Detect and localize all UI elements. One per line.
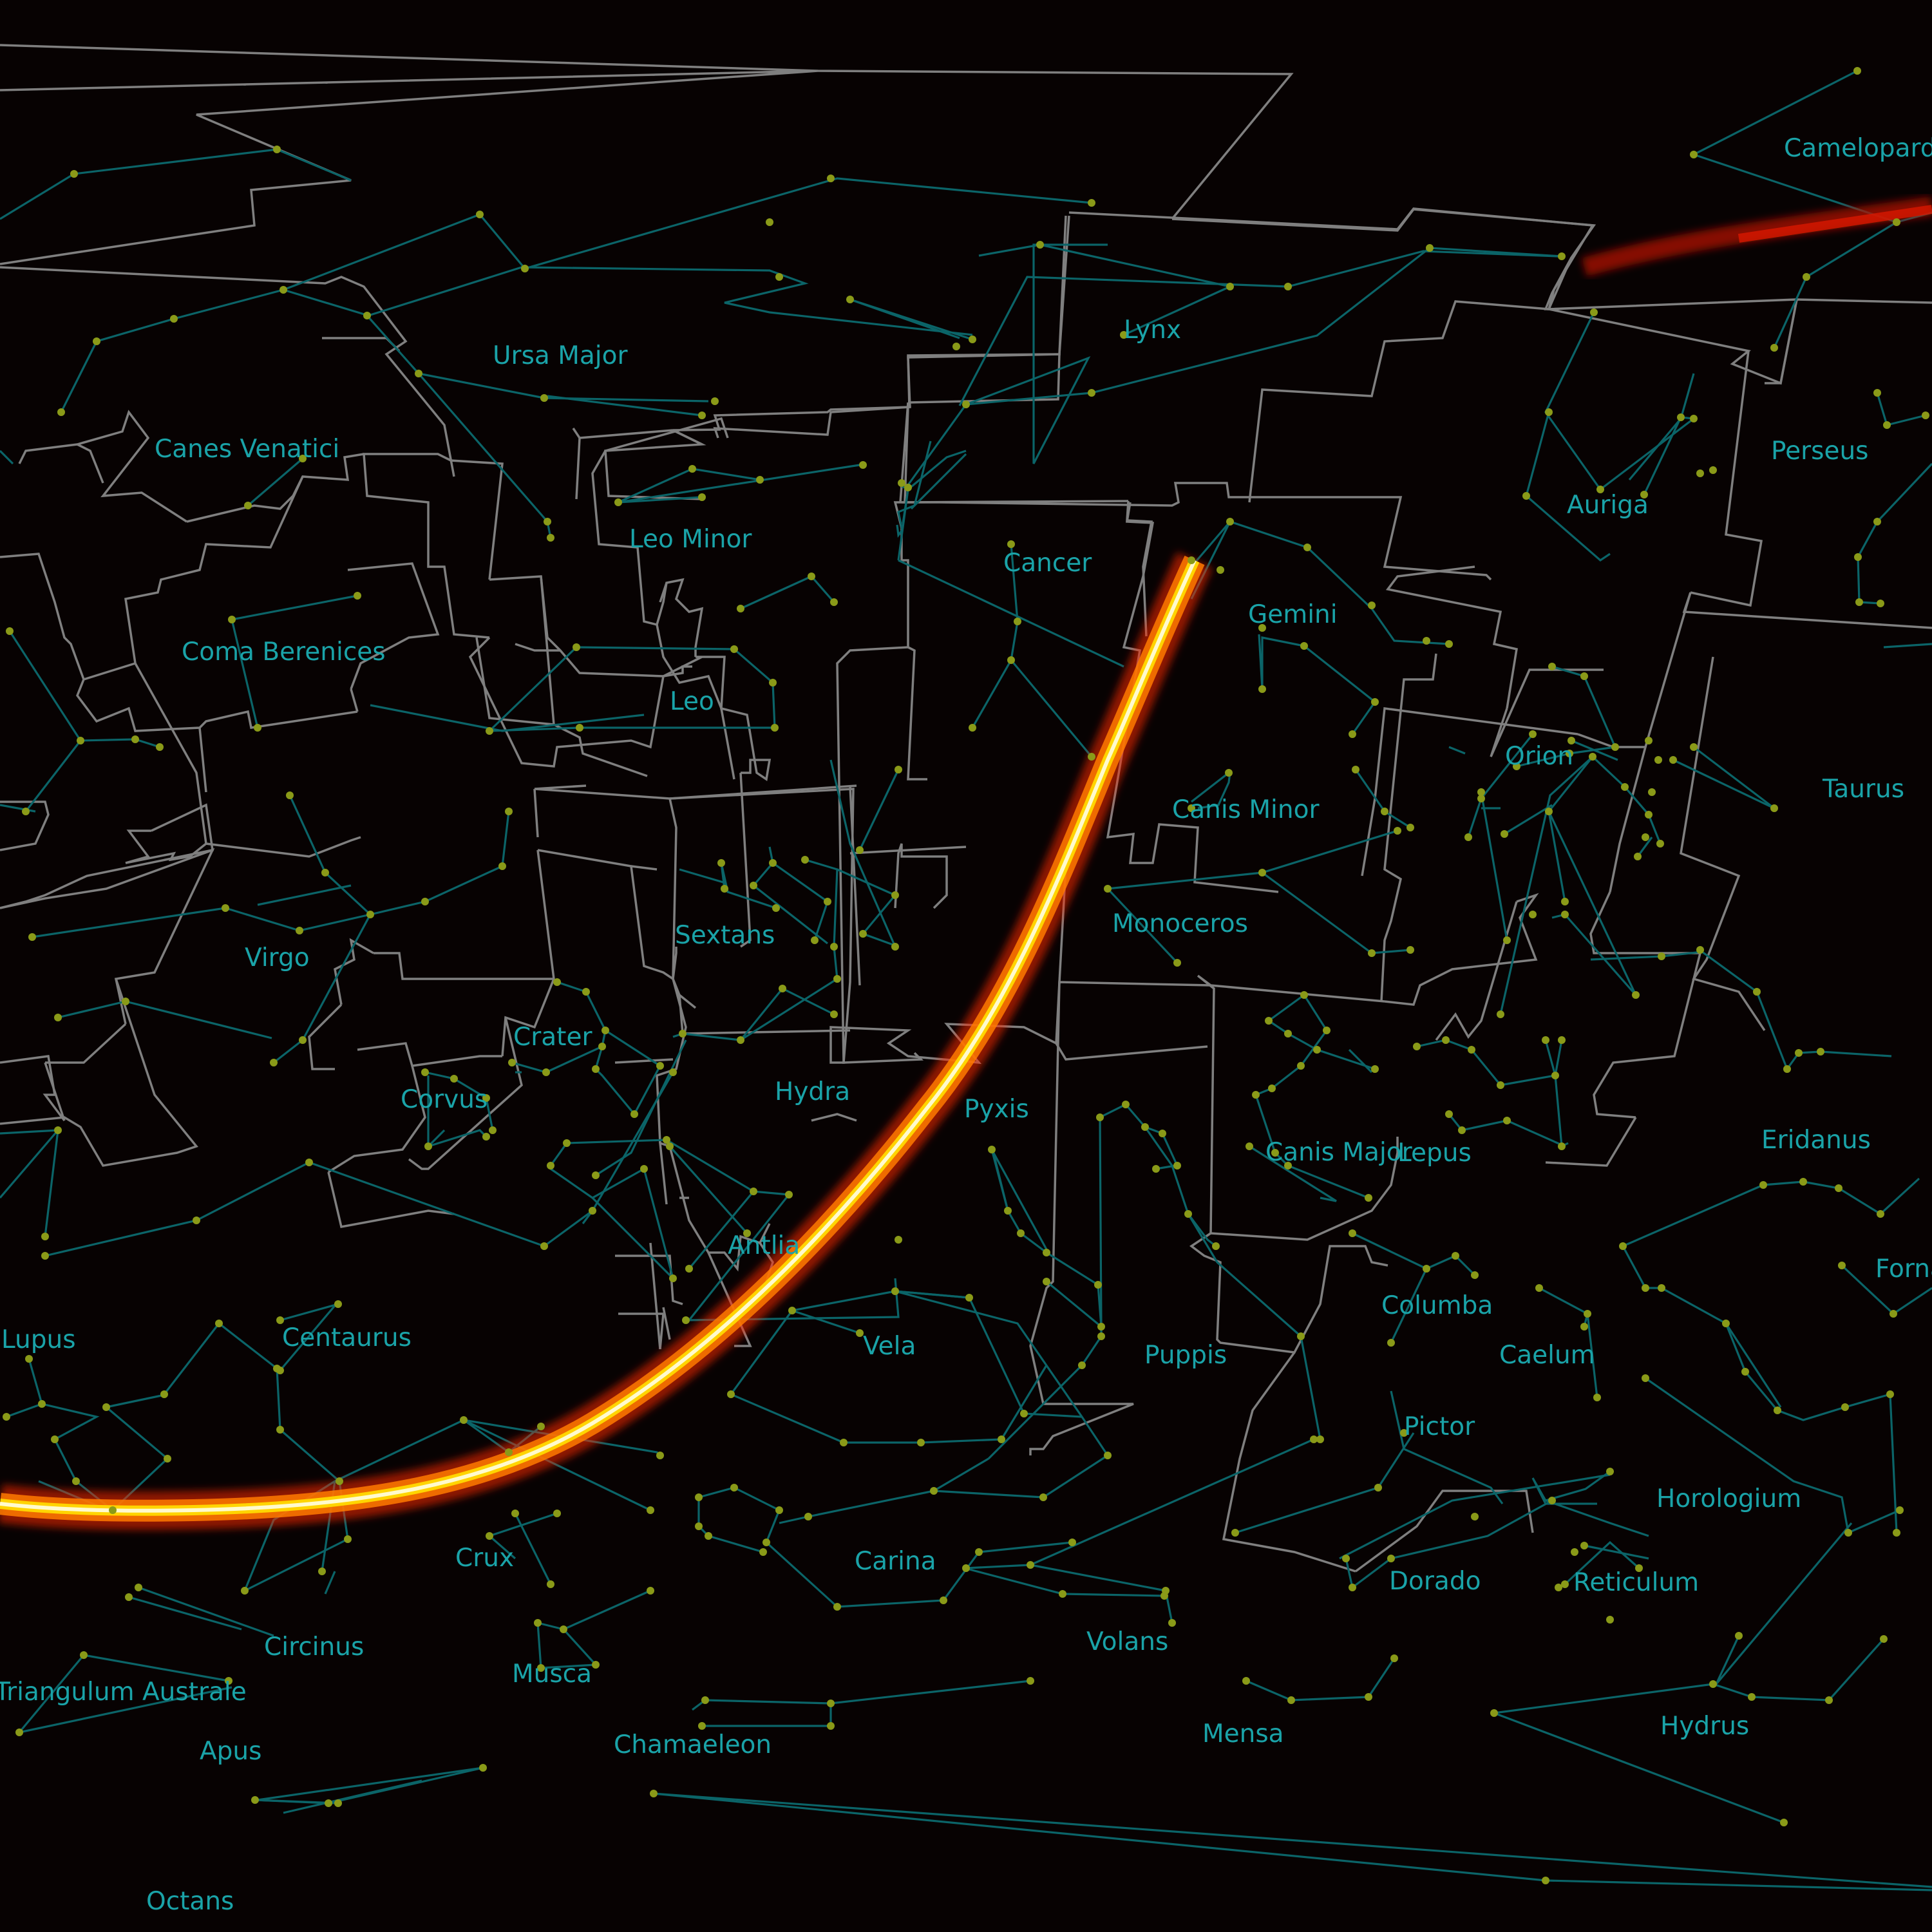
label-leo-minor: Leo Minor [629, 525, 752, 554]
label-carina: Carina [855, 1547, 936, 1576]
label-cancer: Cancer [1003, 549, 1092, 578]
label-sextans: Sextans [675, 921, 775, 950]
label-vela: Vela [863, 1332, 916, 1361]
label-columba: Columba [1381, 1291, 1493, 1320]
label-lynx: Lynx [1124, 316, 1181, 345]
label-hydra: Hydra [775, 1077, 850, 1106]
label-caelum: Caelum [1499, 1341, 1595, 1370]
label-hydrus: Hydrus [1660, 1712, 1749, 1741]
label-horologium: Horologium [1656, 1484, 1801, 1513]
label-crater: Crater [513, 1023, 592, 1052]
constellation-labels: Camelopardalis Lynx Ursa Major Canes Ven… [0, 134, 1932, 1916]
label-lepus: Lepus [1397, 1139, 1472, 1168]
label-canis-major: Canis Major [1265, 1138, 1413, 1167]
label-triangulum-australe: Triangulum Australe [0, 1678, 247, 1707]
label-chamaeleon: Chamaeleon [614, 1730, 772, 1759]
label-canis-minor: Canis Minor [1172, 795, 1320, 824]
label-mensa: Mensa [1202, 1719, 1284, 1748]
label-corvus: Corvus [401, 1085, 488, 1114]
label-centaurus: Centaurus [282, 1323, 412, 1352]
label-eridanus: Eridanus [1761, 1126, 1871, 1155]
label-ursa-major: Ursa Major [493, 341, 628, 370]
label-auriga: Auriga [1567, 491, 1649, 520]
label-puppis: Puppis [1144, 1341, 1227, 1370]
label-circinus: Circinus [264, 1633, 364, 1662]
label-fornax: Fornax [1875, 1255, 1932, 1283]
label-perseus: Perseus [1771, 437, 1869, 466]
label-volans: Volans [1086, 1627, 1168, 1656]
label-musca: Musca [512, 1660, 592, 1689]
label-reticulum: Reticulum [1573, 1568, 1699, 1597]
label-lupus: Lupus [1, 1325, 76, 1354]
label-dorado: Dorado [1389, 1567, 1481, 1596]
label-pictor: Pictor [1404, 1412, 1475, 1441]
stars [3, 67, 1929, 1884]
track [0, 196, 1932, 1530]
label-coma-berenices: Coma Berenices [182, 638, 386, 667]
stick-figures [0, 70, 1932, 1891]
label-monoceros: Monoceros [1112, 909, 1248, 938]
label-antlia: Antlia [728, 1231, 800, 1260]
label-octans: Octans [146, 1887, 234, 1916]
label-taurus: Taurus [1822, 775, 1904, 804]
label-pyxis: Pyxis [964, 1095, 1029, 1124]
label-canes-venatici: Canes Venatici [155, 435, 339, 464]
label-camelopardalis: Camelopardalis [1784, 134, 1932, 163]
label-gemini: Gemini [1248, 600, 1338, 629]
label-orion: Orion [1505, 742, 1573, 771]
label-leo: Leo [670, 687, 714, 716]
label-virgo: Virgo [245, 943, 310, 972]
label-crux: Crux [455, 1544, 514, 1573]
label-apus: Apus [200, 1737, 261, 1766]
